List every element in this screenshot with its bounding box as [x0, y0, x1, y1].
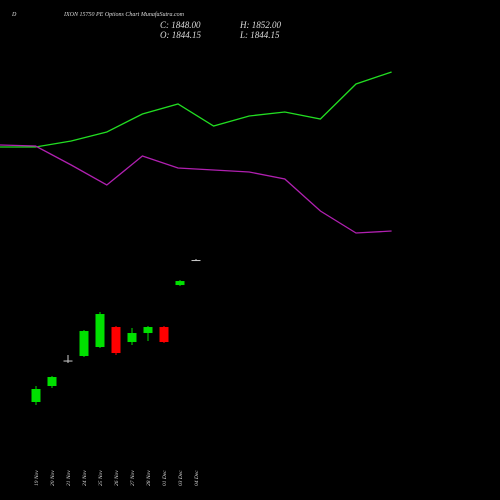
x-tick-label: 03 Dec: [178, 470, 184, 486]
candle-body: [47, 377, 57, 387]
open-label: O: 1844.15: [160, 30, 201, 40]
candle-body: [95, 314, 105, 348]
high-label: H: 1852.00: [239, 20, 281, 30]
x-tick-label: 20 Nov: [50, 470, 56, 486]
close-label: C: 1848.00: [160, 20, 201, 30]
candle-body: [79, 331, 89, 357]
indicator-line: [0, 144, 392, 234]
x-tick-label: 24 Nov: [81, 470, 88, 486]
candle-body: [159, 327, 169, 343]
candle-body: [175, 281, 185, 286]
x-tick-label: 27 Nov: [130, 470, 136, 486]
x-tick-label: 04 Dec: [193, 470, 200, 486]
candle-body: [31, 389, 41, 403]
candle-body: [127, 333, 137, 343]
x-tick-label: 21 Nov: [66, 470, 72, 486]
x-tick-label: 28 Nov: [146, 470, 152, 486]
candle-body: [111, 327, 121, 354]
title-prefix: D: [11, 12, 17, 18]
chart-title: IXON 15750 PE Options Chart MunafaSutra.…: [63, 11, 185, 18]
x-tick-label: 26 Nov: [114, 470, 120, 486]
candle-body: [63, 360, 73, 362]
candle-body: [191, 260, 201, 262]
x-tick-label: 19 Nov: [34, 470, 40, 486]
x-tick-label: 25 Nov: [98, 470, 104, 486]
x-tick-label: 01 Dec: [162, 470, 168, 486]
candle-body: [143, 327, 153, 334]
low-label: L: 1844.15: [239, 30, 280, 40]
indicator-line: [0, 71, 392, 148]
